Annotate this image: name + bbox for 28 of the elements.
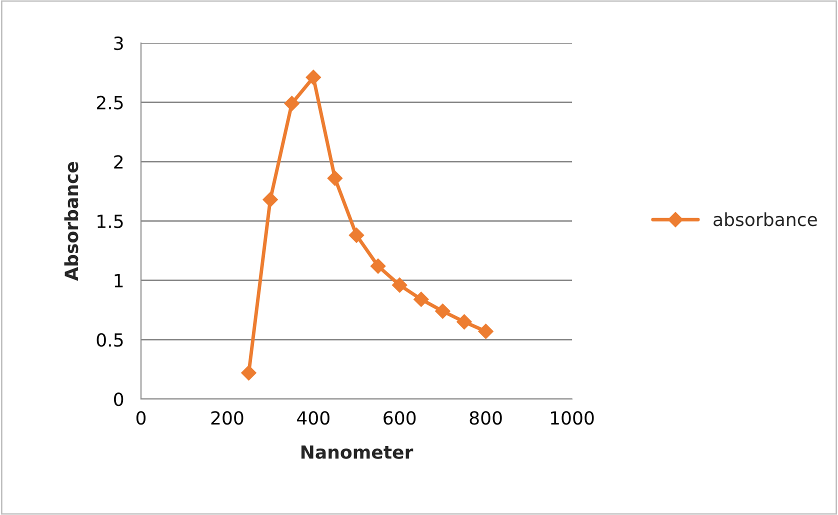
- point: [435, 304, 450, 319]
- point: [456, 314, 472, 330]
- x-tick-label: 1000: [551, 411, 594, 425]
- point: [392, 278, 408, 293]
- point: [241, 365, 256, 380]
- y-tick-label: 2.5: [96, 96, 123, 110]
- x-tick-label: 400: [297, 411, 330, 425]
- y-tick-label: 1: [114, 274, 123, 288]
- point: [284, 96, 300, 112]
- y-tick-label: 0: [114, 392, 124, 406]
- point: [262, 192, 278, 208]
- point: [306, 70, 321, 85]
- y-axis-title: Absorbance: [64, 162, 78, 281]
- legend-label: absorbance: [714, 212, 817, 226]
- y-tick-label: 3: [114, 36, 123, 50]
- point: [370, 258, 386, 274]
- point: [327, 170, 343, 186]
- x-tick-label: 800: [470, 411, 502, 425]
- y-tick-label: 0.5: [96, 333, 123, 347]
- point: [414, 292, 429, 307]
- x-tick-label: 0: [136, 411, 146, 425]
- y-tick-label: 1.5: [98, 214, 123, 228]
- point: [348, 228, 364, 243]
- x-tick-label: 600: [384, 411, 416, 425]
- x-axis-title: Nanometer: [301, 446, 414, 459]
- y-tick-label: 2: [114, 155, 123, 169]
- point: [478, 324, 494, 339]
- x-tick-label: 200: [211, 411, 244, 425]
